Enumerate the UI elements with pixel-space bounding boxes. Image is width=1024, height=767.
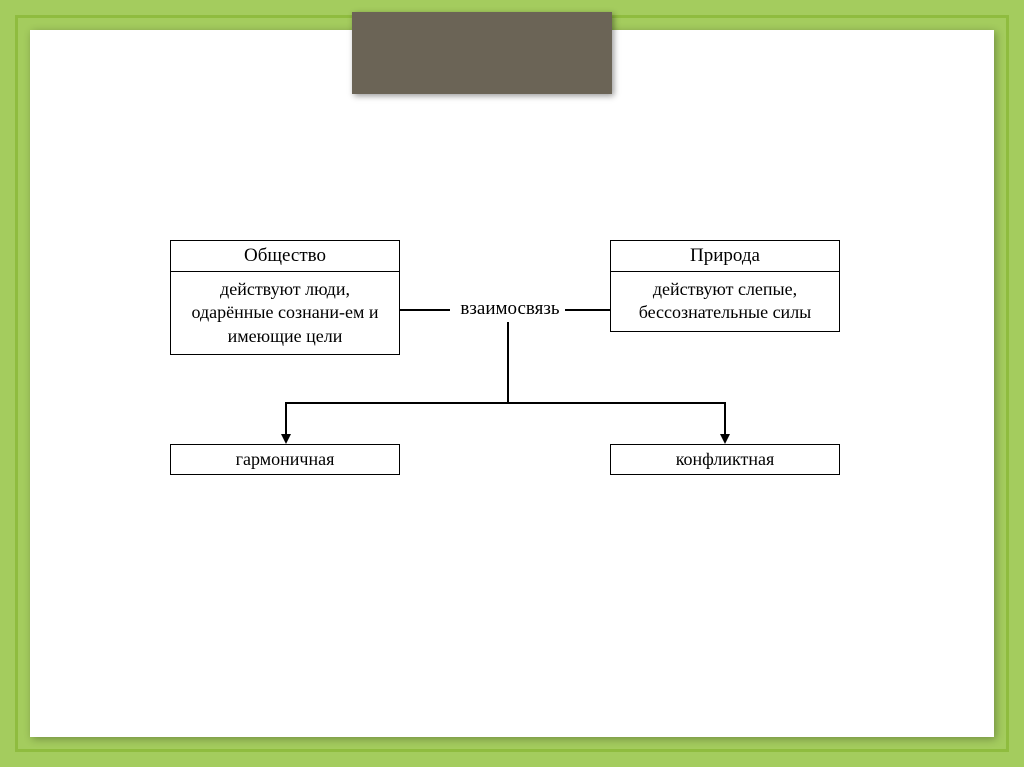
society-box: Общество действуют люди, одарённые созна… <box>170 240 400 355</box>
harmonious-box: гармоничная <box>170 444 400 475</box>
connector-line <box>565 309 610 311</box>
society-body: действуют люди, одарённые сознани-ем и и… <box>171 272 399 354</box>
nature-box: Природа действуют слепые, бессознательны… <box>610 240 840 332</box>
title-tab <box>352 12 612 94</box>
center-label: взаимосвязь <box>450 298 570 320</box>
arrow-down-icon <box>720 434 730 444</box>
arrow-down-icon <box>281 434 291 444</box>
connector-line <box>400 309 450 311</box>
connector-line <box>724 402 726 436</box>
connector-line <box>507 322 509 402</box>
connector-line <box>285 402 287 436</box>
outer-border: Общество действуют люди, одарённые созна… <box>15 15 1009 752</box>
nature-body: действуют слепые, бессознательные силы <box>611 272 839 331</box>
connector-line <box>285 402 725 404</box>
conflict-box: конфликтная <box>610 444 840 475</box>
diagram-area: Общество действуют люди, одарённые созна… <box>30 30 994 737</box>
slide-content: Общество действуют люди, одарённые созна… <box>30 30 994 737</box>
society-title: Общество <box>171 241 399 272</box>
nature-title: Природа <box>611 241 839 272</box>
